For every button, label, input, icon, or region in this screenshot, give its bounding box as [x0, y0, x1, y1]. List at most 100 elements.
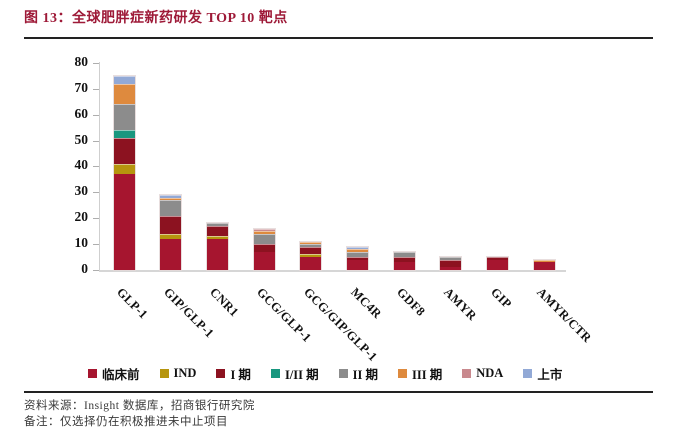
- legend-item-IND: IND: [159, 366, 197, 381]
- bar-segment-临床前: [160, 238, 182, 270]
- bar-segment-I 期: [300, 246, 322, 255]
- bar-segment-II 期: [300, 244, 322, 247]
- y-axis-tick-label: 80: [74, 53, 89, 69]
- remark-note: 备注：仅选择仍在积极推进未中止项目: [24, 416, 228, 428]
- bar-segment-临床前: [347, 259, 368, 270]
- bar-segment-III 期: [113, 83, 135, 105]
- y-axis-tick-label: 10: [74, 235, 89, 251]
- bar-segment-II 期: [113, 104, 135, 131]
- stacked-bar-CNR1: [206, 223, 228, 270]
- legend-item-上市: 上市: [523, 364, 562, 383]
- y-axis-line: [99, 62, 100, 271]
- bar-segment-临床前: [206, 238, 228, 270]
- bar-segment-I 期: [206, 225, 228, 237]
- y-axis-tick-label: 50: [74, 131, 89, 147]
- y-axis-tick: [93, 88, 99, 90]
- y-axis-tick-label: 60: [74, 105, 89, 121]
- bar-segment-I 期: [487, 257, 509, 260]
- bar-segment-临床前: [393, 262, 415, 270]
- bar-segment-I 期: [440, 259, 462, 268]
- bar-segment-IND: [160, 233, 182, 239]
- bar-segment-I 期: [393, 257, 415, 263]
- bar-segment-II 期: [393, 251, 415, 258]
- footer-divider-line: [24, 391, 653, 393]
- chart-legend: 临床前 IND I 期 I/II 期 II 期 III 期 NDA 上市: [88, 364, 562, 383]
- legend-label-I/II 期: I/II 期: [284, 368, 319, 382]
- y-axis-tick: [93, 62, 99, 64]
- stacked-bar-MC4R: [347, 246, 368, 270]
- y-axis-tick: [93, 114, 99, 116]
- bar-segment-II 期: [206, 223, 228, 226]
- y-axis-tick-label: 40: [74, 157, 89, 173]
- legend-swatch-I 期: [216, 369, 226, 378]
- y-axis-tick: [93, 218, 99, 220]
- legend-item-II 期: II 期: [338, 364, 378, 383]
- x-axis-label-GDF8: GDF8: [394, 285, 429, 319]
- stacked-bar-GIP: [487, 257, 509, 270]
- legend-item-临床前: 临床前: [88, 364, 140, 383]
- bar-segment-III 期: [533, 259, 555, 263]
- bar-segment-临床前: [113, 174, 135, 270]
- y-axis-tick-label: 30: [74, 183, 89, 199]
- stacked-bar-AMYR: [440, 257, 462, 270]
- stacked-bar-GIP/GLP-1: [160, 194, 182, 270]
- bar-segment-I/II 期: [113, 130, 135, 138]
- x-axis-label-GIP: GIP: [487, 285, 514, 312]
- legend-label-II 期: II 期: [352, 368, 378, 382]
- bar-segment-临床前: [440, 267, 462, 270]
- title-divider-line: [24, 37, 653, 39]
- bar-segment-I 期: [253, 244, 275, 252]
- legend-label-上市: 上市: [537, 368, 563, 382]
- x-axis-label-AMYR: AMYR: [440, 285, 480, 324]
- y-axis-tick: [93, 244, 99, 246]
- legend-item-NDA: NDA: [462, 366, 503, 381]
- bar-segment-上市: [113, 75, 135, 84]
- legend-label-IND: IND: [173, 366, 197, 380]
- bar-segment-III 期: [160, 197, 182, 201]
- legend-swatch-临床前: [88, 369, 97, 378]
- bar-segment-IND: [300, 254, 322, 258]
- x-axis-label-AMYR/CTR: AMYR/CTR: [534, 285, 595, 346]
- source-note: 资料来源：Insight 数据库，招商银行研究院: [24, 400, 255, 412]
- x-axis-label-CNR1: CNR1: [207, 285, 242, 320]
- stacked-bar-GDF8: [393, 251, 415, 270]
- legend-item-I/II 期: I/II 期: [270, 364, 319, 383]
- y-axis-tick-label: 20: [74, 209, 89, 225]
- bar-segment-临床前: [253, 251, 275, 270]
- stacked-bar-AMYR/CTR: [533, 259, 555, 270]
- x-axis-label-GLP-1: GLP-1: [114, 285, 151, 322]
- y-axis-tick-label: 0: [81, 261, 88, 276]
- bar-segment-II 期: [253, 233, 275, 245]
- legend-swatch-I/II 期: [270, 369, 280, 378]
- bar-segment-III 期: [347, 249, 368, 252]
- y-axis-tick: [93, 270, 99, 271]
- y-axis-tick: [93, 192, 99, 194]
- x-axis-line: [99, 270, 566, 272]
- bar-segment-I 期: [160, 215, 182, 234]
- bar-segment-临床前: [487, 259, 509, 270]
- x-axis-label-MC4R: MC4R: [347, 285, 384, 322]
- y-axis-tick: [93, 166, 99, 168]
- figure-title: 图 13：全球肥胖症新药研发 TOP 10 靶点: [24, 11, 288, 26]
- y-axis-tick-label: 70: [74, 79, 89, 95]
- legend-label-III 期: III 期: [412, 368, 443, 382]
- bar-segment-IND: [113, 163, 135, 175]
- stacked-bar-GCG/GLP-1: [253, 228, 275, 270]
- bar-segment-上市: [347, 246, 368, 250]
- legend-item-I 期: I 期: [216, 364, 251, 383]
- legend-label-临床前: 临床前: [102, 368, 140, 382]
- bar-segment-I 期: [347, 257, 368, 260]
- bar-segment-II 期: [440, 257, 462, 260]
- stacked-bar-GLP-1: [113, 75, 135, 270]
- bar-segment-临床前: [300, 257, 322, 270]
- legend-swatch-II 期: [338, 369, 348, 378]
- bar-segment-IND: [206, 236, 228, 239]
- bar-segment-III 期: [253, 231, 275, 234]
- bar-segment-II 期: [160, 200, 182, 216]
- legend-swatch-III 期: [398, 369, 407, 378]
- stacked-bar-GCG/GIP/GLP-1: [300, 241, 322, 270]
- bar-segment-III 期: [300, 241, 322, 245]
- bar-segment-上市: [160, 194, 182, 198]
- legend-item-III 期: III 期: [398, 364, 442, 383]
